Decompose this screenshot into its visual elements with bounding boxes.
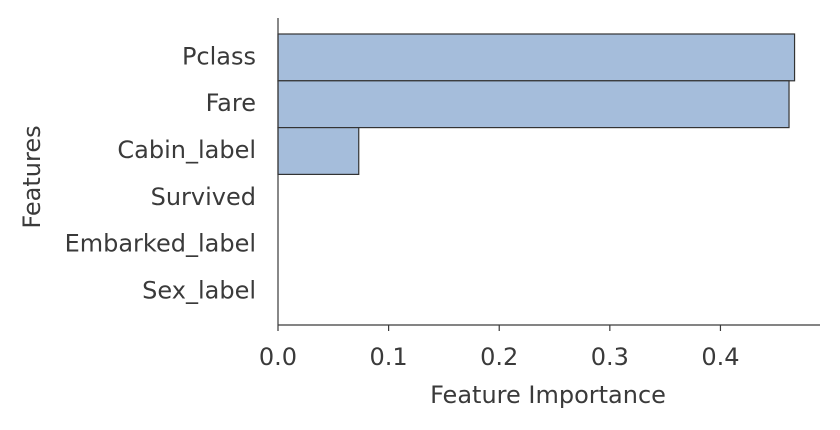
y-tick-label: Survived (151, 183, 256, 211)
x-tick-label: 0.0 (259, 343, 297, 371)
x-tick-label: 0.1 (370, 343, 408, 371)
bar (277, 33, 796, 82)
y-tick-label: Pclass (182, 42, 256, 70)
x-tick-label: 0.3 (591, 343, 629, 371)
x-tick-label: 0.2 (480, 343, 518, 371)
y-tick-label: Cabin_label (117, 136, 256, 164)
x-tick-label: 0.4 (701, 343, 739, 371)
bar (277, 80, 790, 129)
bar (277, 126, 360, 175)
x-axis-label: Feature Importance (430, 381, 666, 409)
y-axis-label: Features (18, 125, 46, 228)
y-tick-label: Embarked_label (65, 230, 256, 258)
y-tick-label: Fare (206, 89, 256, 117)
y-tick-label: Sex_label (142, 276, 256, 304)
